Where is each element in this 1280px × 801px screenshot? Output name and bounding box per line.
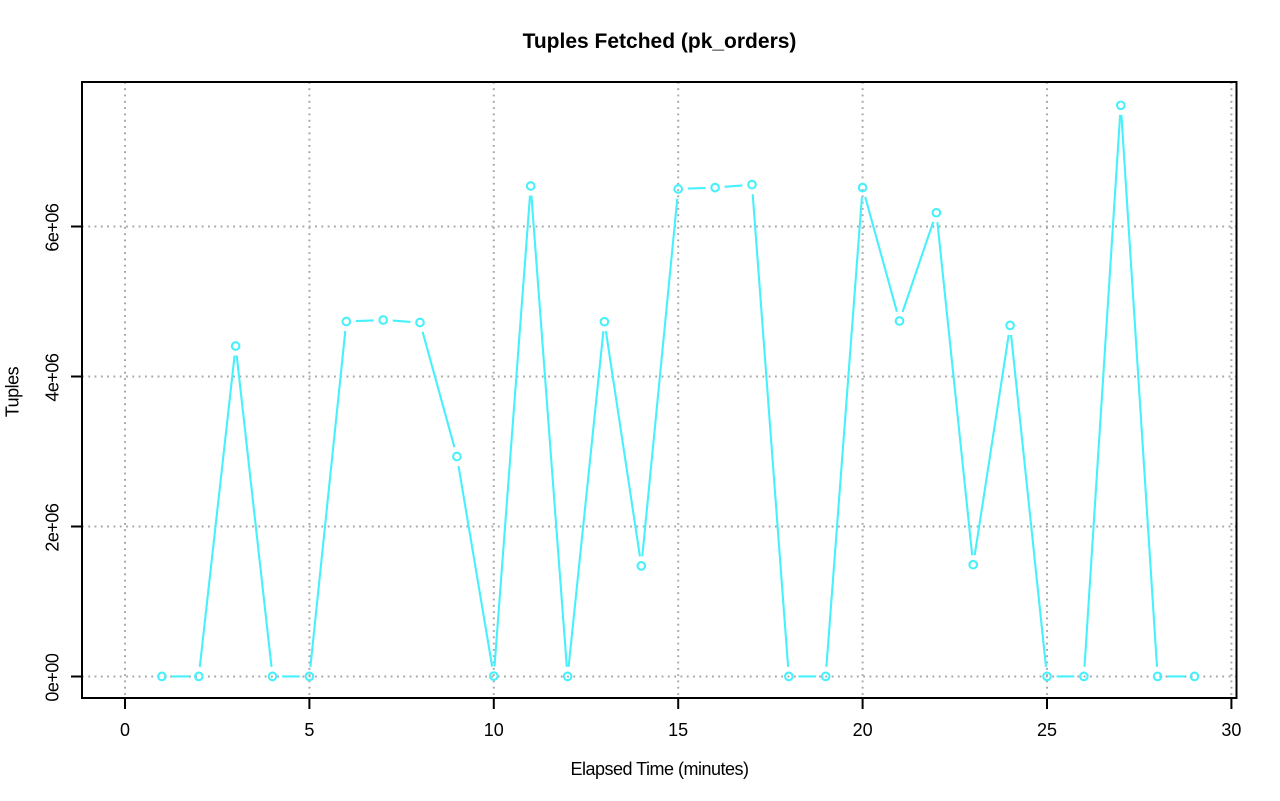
svg-text:30: 30 bbox=[1221, 720, 1241, 740]
svg-text:Tuples Fetched (pk_orders): Tuples Fetched (pk_orders) bbox=[523, 30, 797, 53]
svg-text:4e+06: 4e+06 bbox=[43, 353, 63, 402]
svg-text:5: 5 bbox=[304, 720, 314, 740]
svg-text:Tuples: Tuples bbox=[3, 366, 23, 417]
svg-text:0: 0 bbox=[120, 720, 130, 740]
svg-text:2e+06: 2e+06 bbox=[43, 503, 63, 552]
svg-text:6e+06: 6e+06 bbox=[43, 203, 63, 252]
svg-text:25: 25 bbox=[1037, 720, 1057, 740]
svg-text:0e+00: 0e+00 bbox=[43, 653, 63, 702]
svg-text:20: 20 bbox=[853, 720, 873, 740]
svg-text:10: 10 bbox=[484, 720, 504, 740]
svg-text:15: 15 bbox=[668, 720, 688, 740]
svg-text:Elapsed Time (minutes): Elapsed Time (minutes) bbox=[570, 759, 748, 779]
